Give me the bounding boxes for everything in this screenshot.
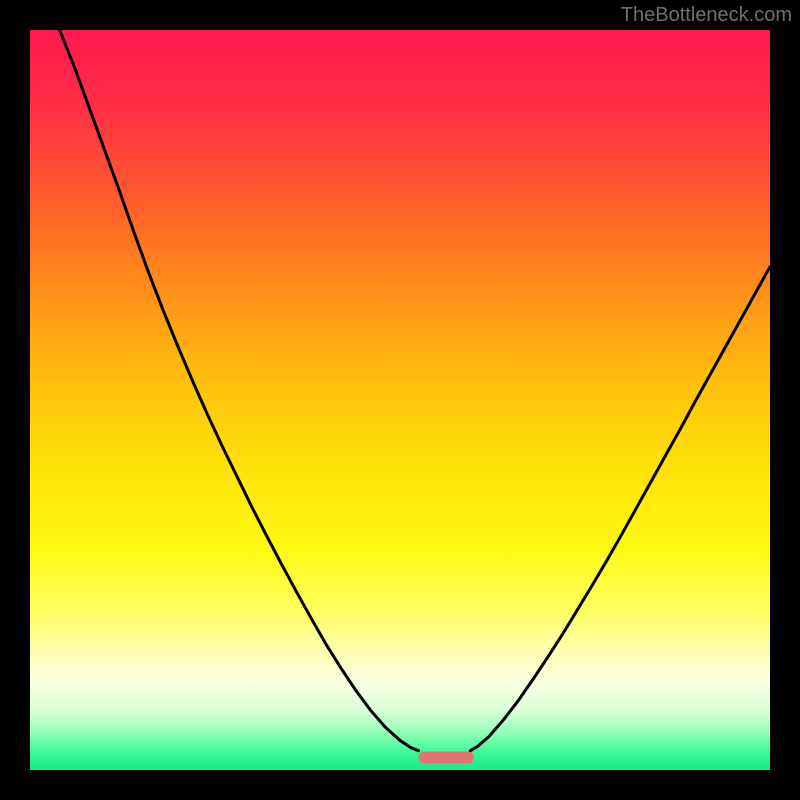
minimum-marker <box>419 752 475 764</box>
bottleneck-chart <box>30 30 770 770</box>
chart-svg <box>30 30 770 770</box>
chart-background <box>30 30 770 770</box>
watermark-label: TheBottleneck.com <box>621 4 792 27</box>
